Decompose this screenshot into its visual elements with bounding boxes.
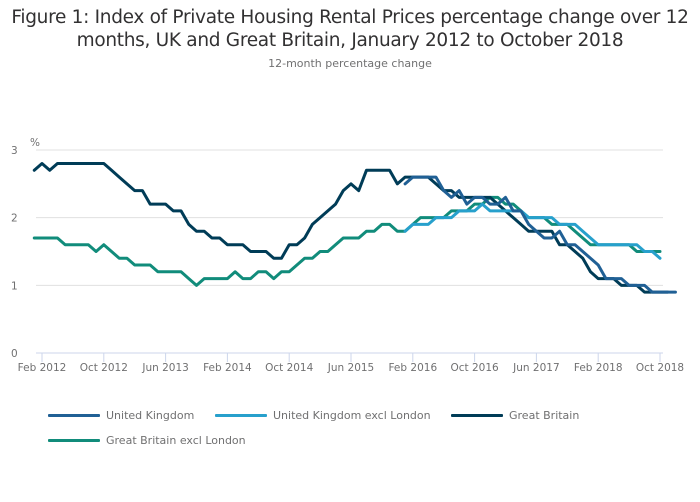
x-tick-label: Oct 2012 bbox=[80, 362, 128, 374]
chart-title: Figure 1: Index of Private Housing Renta… bbox=[11, 7, 689, 51]
legend-item-great-britain[interactable]: Great Britain bbox=[451, 409, 579, 422]
y-tick-label: 3 bbox=[11, 145, 18, 157]
legend-label: United Kingdom bbox=[106, 409, 195, 422]
legend-item-united-kingdom[interactable]: United Kingdom bbox=[48, 409, 194, 422]
legend-swatch bbox=[451, 414, 503, 417]
y-tick-label: 0 bbox=[11, 348, 18, 360]
x-tick-label: Jun 2017 bbox=[512, 362, 559, 374]
legend-swatch bbox=[215, 414, 267, 417]
series-line-great-britain[interactable] bbox=[32, 162, 670, 294]
x-tick-label: Feb 2012 bbox=[18, 362, 67, 374]
legend-swatch bbox=[48, 414, 100, 417]
series-lines bbox=[32, 162, 677, 294]
chart-subtitle: 12-month percentage change bbox=[268, 57, 432, 70]
y-tick-label: 1 bbox=[11, 280, 18, 292]
line-chart: Feb 2012 Oct 2012 Jun 2013 Feb 2014 Oct 2014… bbox=[11, 137, 684, 374]
legend-label: Great Britain excl London bbox=[106, 434, 246, 447]
x-tick-label: Feb 2014 bbox=[203, 362, 252, 374]
legend-item-great-britain-excl-london[interactable]: Great Britain excl London bbox=[48, 434, 246, 447]
x-tick-label: Feb 2016 bbox=[388, 362, 437, 374]
x-tick-label: Oct 2018 bbox=[636, 362, 684, 374]
gridlines bbox=[36, 149, 663, 354]
legend-item-united-kingdom-excl-london[interactable]: United Kingdom excl London bbox=[215, 409, 431, 422]
x-tick-label: Feb 2018 bbox=[574, 362, 623, 374]
legend-swatch bbox=[48, 439, 100, 442]
x-tick-label: Oct 2014 bbox=[265, 362, 314, 374]
x-tick-label: Oct 2016 bbox=[450, 362, 499, 374]
x-tick-label: Jun 2015 bbox=[327, 362, 374, 374]
x-axis: Feb 2012 Oct 2012 Jun 2013 Feb 2014 Oct 2014… bbox=[18, 353, 684, 374]
series-line-great-britain-excl-london[interactable] bbox=[32, 195, 662, 287]
series-line-united-kingdom[interactable] bbox=[403, 175, 677, 294]
legend-label: United Kingdom excl London bbox=[273, 409, 431, 422]
x-tick-label: Jun 2013 bbox=[141, 362, 188, 374]
legend-label: Great Britain bbox=[509, 409, 580, 422]
y-axis: % 0 1 2 3 bbox=[11, 137, 40, 360]
y-tick-label: 2 bbox=[11, 213, 18, 225]
y-unit-label: % bbox=[30, 137, 40, 149]
series-line-united-kingdom-excl-london[interactable] bbox=[403, 202, 662, 260]
